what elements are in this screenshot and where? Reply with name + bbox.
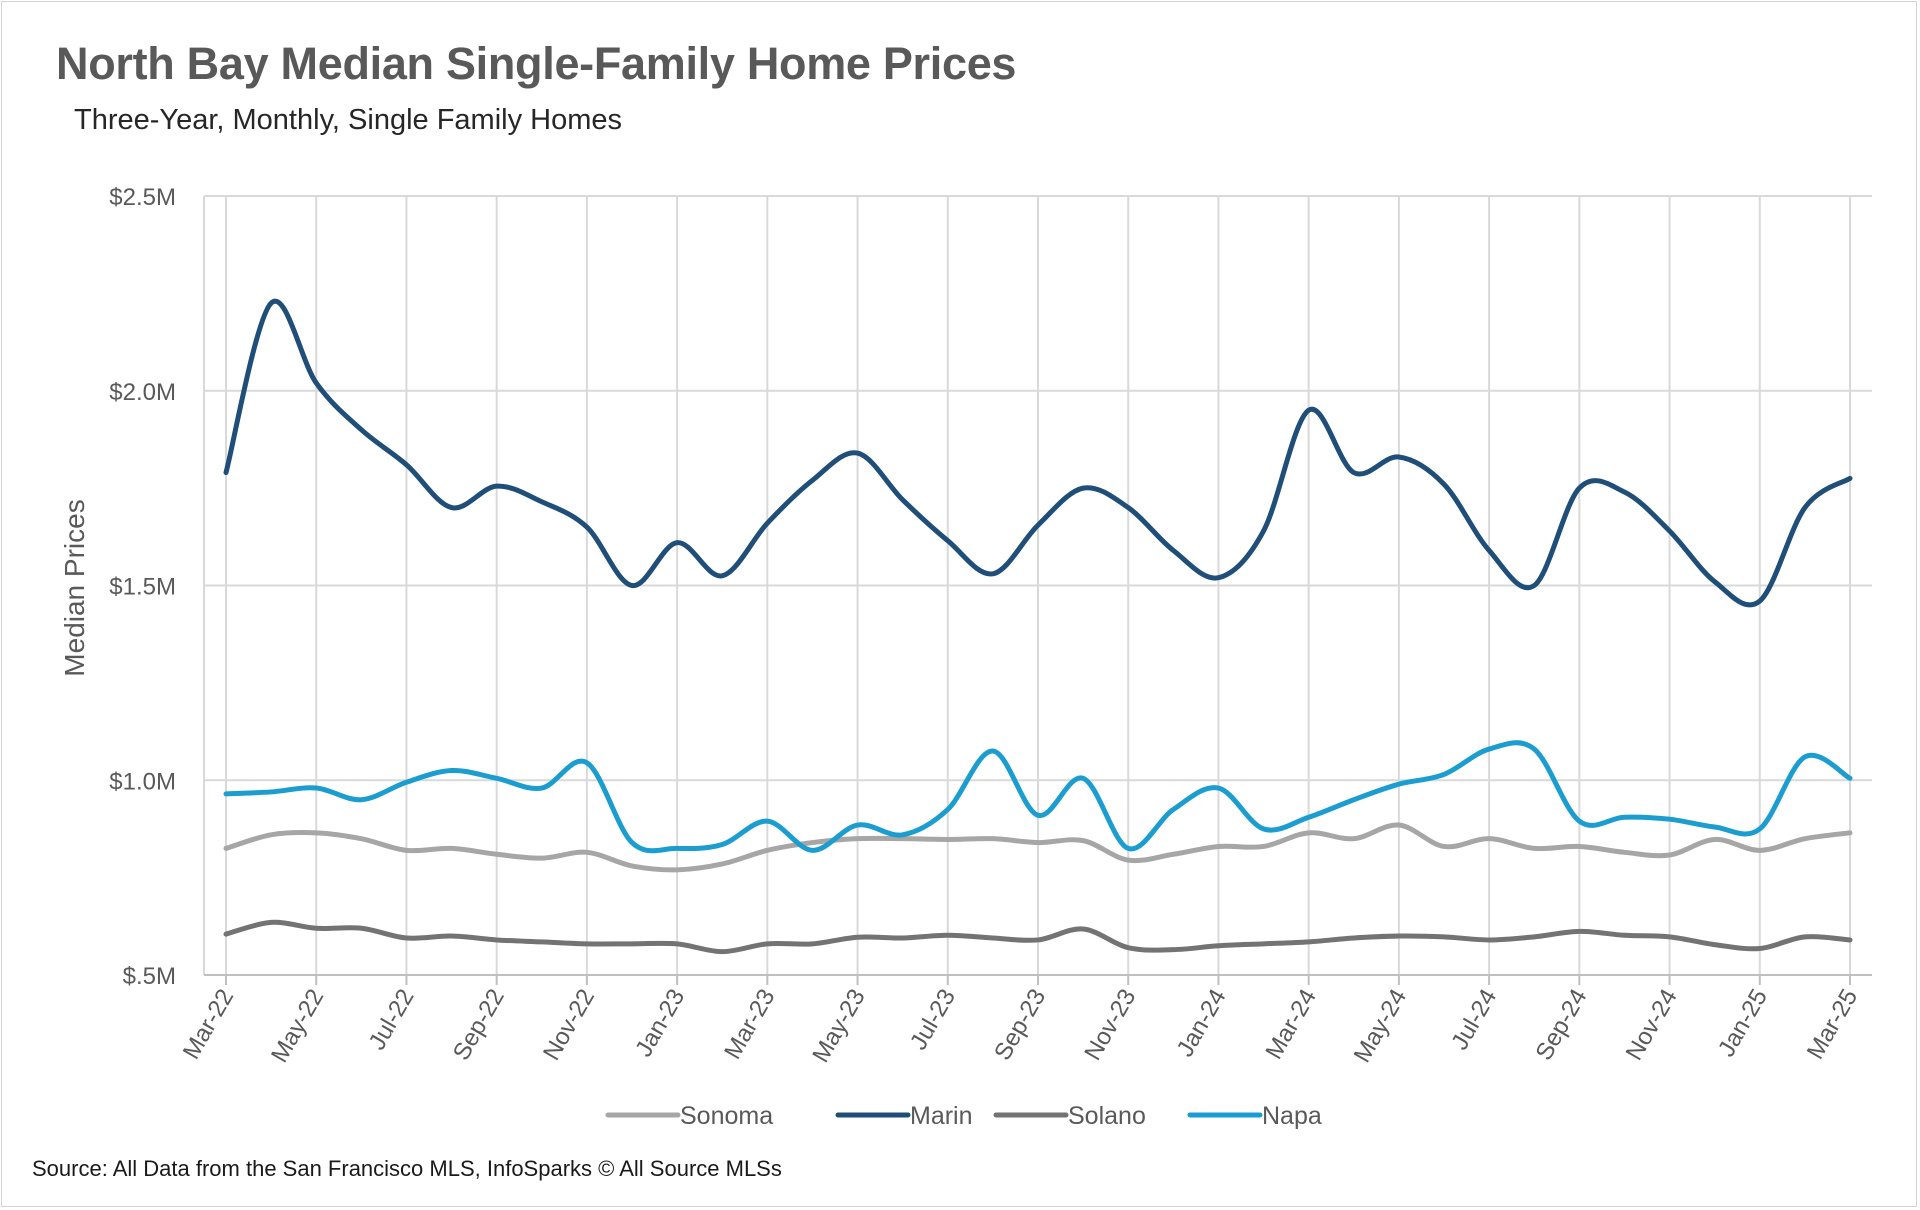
source-note: Source: All Data from the San Francisco …	[32, 1156, 782, 1181]
chart-title: North Bay Median Single-Family Home Pric…	[56, 38, 1017, 89]
x-tick-label: Jan-25	[1713, 985, 1773, 1062]
x-tick-label: May-22	[266, 985, 329, 1068]
x-tick-label: May-24	[1349, 985, 1412, 1068]
y-tick-label: $1.0M	[109, 768, 176, 795]
x-tick-label: Sep-22	[448, 985, 510, 1066]
y-axis-ticks: $.5M $1.0M $1.5M $2.0M $2.5M	[109, 184, 176, 990]
x-tick-label: Jul-23	[905, 985, 961, 1055]
legend: Sonoma Marin Solano Napa	[605, 1102, 1322, 1130]
x-tick-label: Sep-23	[989, 985, 1051, 1066]
x-tick-label: Jan-23	[630, 985, 690, 1062]
y-tick-label: $2.5M	[109, 184, 176, 211]
series-line-napa	[223, 740, 1853, 854]
x-tick-label: Mar-25	[1802, 985, 1863, 1064]
x-tick-label: Mar-24	[1260, 985, 1321, 1064]
series-line-solano	[223, 919, 1853, 955]
x-tick-label: Jul-22	[364, 985, 420, 1055]
series-line-sonoma	[223, 822, 1853, 873]
x-tick-label: Nov-22	[538, 985, 600, 1066]
x-tick-label: Jan-24	[1172, 985, 1232, 1062]
y-tick-label: $2.0M	[109, 379, 176, 406]
y-axis-label: Median Prices	[59, 499, 90, 676]
legend-label-solano: Solano	[1068, 1102, 1146, 1130]
legend-label-marin: Marin	[910, 1102, 973, 1130]
y-tick-label: $1.5M	[109, 574, 176, 601]
legend-label-sonoma: Sonoma	[680, 1102, 773, 1130]
x-tick-label: May-23	[807, 985, 870, 1068]
x-axis-ticks: Mar-22 May-22 Jul-22 Sep-22 Nov-22 Jan-23 Mar-…	[178, 975, 1863, 1067]
x-tick-label: Sep-24	[1530, 985, 1592, 1066]
series-line-marin	[223, 298, 1853, 608]
legend-label-napa: Napa	[1262, 1102, 1322, 1130]
y-tick-label: $.5M	[123, 963, 176, 990]
gridlines	[203, 195, 1872, 976]
chart-subtitle: Three-Year, Monthly, Single Family Homes	[74, 104, 622, 136]
x-tick-label: Mar-22	[178, 985, 239, 1064]
series-lines	[223, 298, 1853, 955]
x-tick-label: Nov-23	[1079, 985, 1141, 1066]
x-tick-label: Jul-24	[1446, 985, 1502, 1055]
x-tick-label: Nov-24	[1621, 985, 1683, 1066]
x-tick-label: Mar-23	[719, 985, 780, 1064]
